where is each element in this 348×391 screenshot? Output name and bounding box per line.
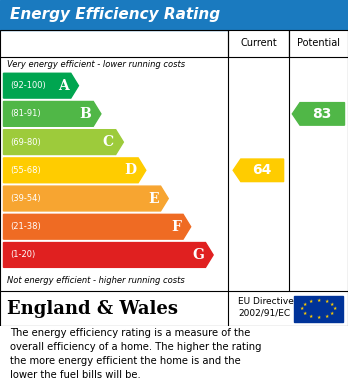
Text: 64: 64 bbox=[252, 163, 271, 177]
Text: (1-20): (1-20) bbox=[10, 251, 36, 260]
Text: Not energy efficient - higher running costs: Not energy efficient - higher running co… bbox=[7, 276, 185, 285]
Text: D: D bbox=[124, 163, 136, 177]
Text: ★: ★ bbox=[332, 307, 337, 311]
Text: ★: ★ bbox=[302, 302, 307, 307]
Text: (39-54): (39-54) bbox=[10, 194, 41, 203]
Polygon shape bbox=[3, 130, 124, 154]
Text: Current: Current bbox=[240, 38, 277, 48]
Bar bbox=[294, 296, 343, 322]
Text: F: F bbox=[172, 220, 181, 234]
Text: Potential: Potential bbox=[297, 38, 340, 48]
Text: B: B bbox=[80, 107, 92, 121]
Text: (81-91): (81-91) bbox=[10, 109, 41, 118]
Text: ★: ★ bbox=[300, 307, 304, 311]
Polygon shape bbox=[3, 102, 101, 126]
Text: E: E bbox=[148, 192, 159, 206]
Text: ★: ★ bbox=[316, 315, 321, 320]
Text: Energy Efficiency Rating: Energy Efficiency Rating bbox=[10, 7, 221, 22]
Text: ★: ★ bbox=[316, 298, 321, 303]
Text: (21-38): (21-38) bbox=[10, 222, 41, 231]
Polygon shape bbox=[3, 186, 168, 211]
Polygon shape bbox=[3, 158, 146, 183]
Polygon shape bbox=[3, 73, 79, 98]
Polygon shape bbox=[3, 214, 191, 239]
Text: (55-68): (55-68) bbox=[10, 166, 41, 175]
Text: A: A bbox=[58, 79, 69, 93]
Text: G: G bbox=[192, 248, 204, 262]
Text: (92-100): (92-100) bbox=[10, 81, 46, 90]
Bar bbox=[289, 30, 348, 57]
Text: ★: ★ bbox=[324, 314, 329, 319]
Text: (69-80): (69-80) bbox=[10, 138, 41, 147]
Polygon shape bbox=[3, 242, 213, 267]
Bar bbox=[228, 30, 289, 57]
Text: EU Directive
2002/91/EC: EU Directive 2002/91/EC bbox=[238, 297, 294, 317]
Text: ★: ★ bbox=[330, 302, 334, 307]
Text: ★: ★ bbox=[302, 311, 307, 316]
Text: ★: ★ bbox=[308, 299, 313, 304]
Text: ★: ★ bbox=[324, 299, 329, 304]
Text: ★: ★ bbox=[308, 314, 313, 319]
Text: The energy efficiency rating is a measure of the
overall efficiency of a home. T: The energy efficiency rating is a measur… bbox=[10, 328, 262, 380]
Text: England & Wales: England & Wales bbox=[7, 300, 178, 318]
Text: ★: ★ bbox=[330, 311, 334, 316]
Text: 83: 83 bbox=[312, 107, 332, 121]
Polygon shape bbox=[292, 102, 345, 125]
Text: Very energy efficient - lower running costs: Very energy efficient - lower running co… bbox=[7, 60, 185, 69]
Text: C: C bbox=[103, 135, 114, 149]
Polygon shape bbox=[233, 159, 284, 181]
